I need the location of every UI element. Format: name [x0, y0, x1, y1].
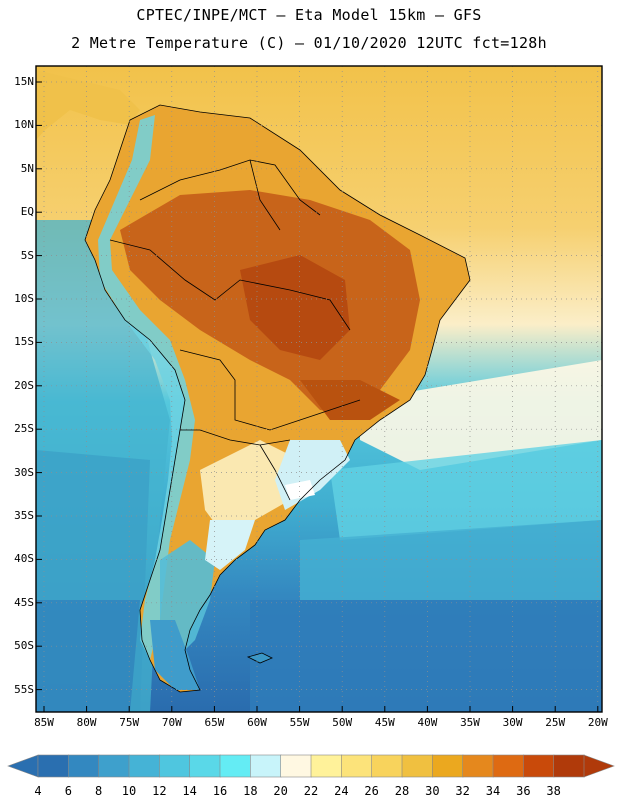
- lon-label: 60W: [247, 716, 267, 729]
- colorbar-label: 6: [64, 784, 72, 798]
- lon-label: 65W: [204, 716, 225, 729]
- lat-label: 30S: [14, 465, 34, 479]
- colorbar-swatch: [68, 754, 100, 778]
- colorbar-swatch: [250, 754, 282, 778]
- lon-label: 75W: [119, 716, 140, 729]
- colorbar-label: 12: [152, 784, 167, 798]
- lat-label: 15N: [14, 75, 34, 88]
- lat-label: 20S: [14, 378, 34, 392]
- colorbar-swatch: [219, 754, 252, 778]
- colorbar-swatch: [280, 754, 312, 778]
- colorbar-label: 30: [425, 784, 440, 798]
- lat-label: 35S: [14, 509, 34, 522]
- lon-label: 85W: [34, 716, 54, 729]
- lon-label: 50W: [332, 716, 353, 729]
- colorbar-max-arrow: [583, 754, 615, 778]
- colorbar-swatch: [310, 754, 343, 778]
- colorbar-swatch: [98, 754, 130, 778]
- colorbar-label: 18: [243, 784, 258, 798]
- lon-label: 25W: [545, 716, 566, 729]
- lon-label: 35W: [460, 716, 480, 729]
- lat-label: 10N: [14, 118, 34, 132]
- colorbar-swatch: [401, 754, 434, 778]
- colorbar-label: 14: [182, 784, 197, 798]
- colorbar-label: 34: [485, 784, 501, 798]
- lon-label: 70W: [161, 716, 182, 729]
- lat-label: 15S: [14, 335, 34, 349]
- colorbar-label: 4: [34, 784, 42, 798]
- colorbar-label: 16: [212, 784, 228, 798]
- lon-label: 20W: [587, 716, 608, 729]
- colorbar-swatch: [462, 754, 494, 778]
- lon-label: 80W: [76, 716, 97, 729]
- colorbar-swatch: [492, 754, 525, 778]
- colorbar-swatch: [553, 754, 585, 778]
- colorbar-label: 24: [334, 784, 349, 798]
- colorbar-label: 8: [95, 784, 103, 798]
- central-america: [36, 70, 140, 140]
- colorbar-swatch: [371, 754, 403, 778]
- colorbar-swatch: [128, 754, 161, 778]
- lat-label: 5S: [20, 248, 34, 262]
- colorbar-swatch: [432, 754, 464, 778]
- lat-label: 45S: [14, 595, 34, 609]
- country-borders: [84, 104, 471, 693]
- lon-label: 30W: [502, 716, 523, 729]
- colorbar-label: 26: [364, 784, 379, 798]
- falkland-islands: [246, 652, 273, 664]
- map-frame: [35, 65, 603, 713]
- lat-label: 5N: [20, 161, 34, 175]
- lat-label: 25S: [14, 422, 34, 436]
- lat-label: 40S: [14, 552, 34, 566]
- colorbar-label: 38: [546, 784, 561, 798]
- lat-label: 10S: [14, 292, 34, 305]
- colorbar-label: 10: [121, 784, 137, 798]
- colorbar-label: 36: [516, 784, 531, 798]
- lat-label: EQ: [20, 205, 34, 219]
- atlantic-warm-band: [360, 360, 602, 470]
- lat-label: 50S: [14, 639, 34, 653]
- lon-label: 45W: [374, 716, 395, 729]
- colorbar-swatch: [189, 754, 221, 778]
- colorbar-swatch: [37, 754, 70, 778]
- colorbar-min-arrow: [7, 754, 39, 778]
- colorbar-swatch: [523, 754, 555, 778]
- colorbar-swatch: [159, 754, 191, 778]
- colorbar-label: 22: [303, 784, 319, 798]
- lon-label: 40W: [417, 716, 438, 729]
- colorbar: [7, 754, 615, 778]
- colorbar-label: 20: [273, 784, 288, 798]
- colorbar-label: 32: [455, 784, 470, 798]
- chart-title: CPTEC/INPE/MCT – Eta Model 15km – GFS: [136, 6, 482, 24]
- chart-subtitle: 2 Metre Temperature (C) – 01/10/2020 12U…: [71, 34, 547, 52]
- andes-cordillera: [98, 115, 195, 660]
- lat-label: 55S: [14, 682, 34, 696]
- colorbar-swatch: [341, 754, 373, 778]
- lon-label: 55W: [289, 716, 310, 729]
- colorbar-label: 28: [394, 784, 410, 798]
